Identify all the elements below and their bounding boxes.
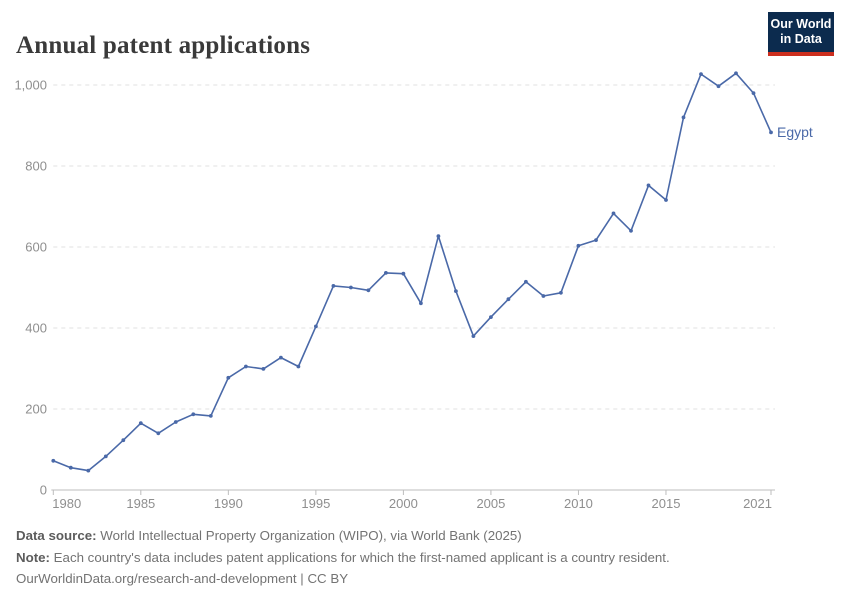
data-point	[173, 420, 178, 424]
y-axis-tick-label: 0	[40, 483, 47, 498]
x-axis-tick-label: 2000	[389, 496, 418, 511]
data-point	[541, 294, 546, 298]
y-axis-tick-label: 400	[25, 321, 47, 336]
x-axis-tick-label: 2021	[743, 496, 772, 511]
data-point	[261, 367, 266, 371]
y-axis-tick-label: 1,000	[14, 78, 47, 93]
entity-label-egypt[interactable]: Egypt	[777, 124, 813, 140]
data-point	[699, 72, 703, 76]
data-point	[384, 271, 388, 275]
x-axis-tick-label: 1985	[126, 496, 155, 511]
data-point	[559, 290, 563, 295]
owid-logo-line2: in Data	[780, 32, 822, 46]
x-axis-tick-label: 2010	[564, 496, 593, 511]
note-label: Note:	[16, 549, 50, 565]
line-chart[interactable]: 0 200 400 600 800 1,000 1980 1985 1990 1995 2000 20…	[0, 60, 850, 520]
data-point	[471, 334, 476, 338]
y-axis-tick-label: 600	[25, 240, 47, 255]
egypt-line-series	[53, 72, 772, 472]
data-point	[366, 288, 371, 293]
data-point	[716, 84, 721, 89]
data-point	[349, 285, 353, 290]
data-point	[121, 438, 126, 443]
x-axis-tick-label: 1980	[52, 496, 81, 511]
data-point	[506, 297, 511, 302]
data-point	[629, 228, 633, 233]
y-axis-tick-label: 200	[25, 402, 47, 417]
data-point	[208, 414, 213, 418]
data-point	[489, 315, 493, 319]
data-point	[594, 238, 598, 243]
x-axis-tick-label: 1990	[214, 496, 243, 511]
data-point	[331, 284, 336, 288]
data-point	[576, 243, 581, 248]
cc-by-link[interactable]: CC BY	[307, 571, 349, 586]
data-point	[419, 301, 423, 306]
page-title: Annual patent applications	[16, 31, 311, 59]
note-line: Note: Each country's data includes paten…	[16, 547, 836, 569]
data-point	[68, 465, 73, 470]
data-source-label: Data source:	[16, 528, 97, 543]
data-point	[226, 375, 231, 380]
y-axis-tick-label: 800	[25, 159, 47, 174]
data-point	[611, 211, 616, 216]
data-point	[454, 289, 458, 293]
data-source-line: Data source: World Intellectual Property…	[16, 525, 836, 547]
owid-logo[interactable]: Our World in Data	[768, 12, 834, 56]
owid-logo-line1: Our World	[770, 17, 832, 31]
data-point	[681, 115, 686, 120]
note-text: Each country's data includes patent appl…	[49, 549, 670, 565]
x-axis-tick-label: 2005	[476, 496, 505, 511]
data-point	[244, 364, 248, 369]
data-point	[769, 130, 773, 135]
license-line: OurWorldinData.org/research-and-developm…	[16, 568, 836, 590]
chart-footer: Data source: World Intellectual Property…	[16, 525, 836, 590]
data-source-text: World Intellectual Property Organization…	[96, 528, 522, 543]
data-point	[664, 198, 668, 202]
data-point	[751, 91, 756, 95]
data-point	[401, 271, 406, 276]
data-point	[314, 324, 318, 329]
data-point	[191, 412, 196, 417]
license-separator: |	[296, 571, 308, 586]
data-point	[86, 468, 91, 473]
data-point	[138, 421, 143, 426]
data-point	[524, 279, 528, 284]
data-point	[103, 454, 108, 459]
data-point	[436, 234, 441, 239]
license-link[interactable]: OurWorldinData.org/research-and-developm…	[16, 571, 297, 586]
data-point	[156, 431, 161, 436]
x-axis-tick-label: 1995	[301, 496, 330, 511]
data-point	[51, 458, 56, 463]
data-point	[646, 183, 651, 188]
data-point	[296, 364, 301, 369]
data-point	[279, 355, 283, 360]
x-axis-tick-label: 2015	[652, 496, 681, 511]
data-point	[734, 71, 738, 76]
